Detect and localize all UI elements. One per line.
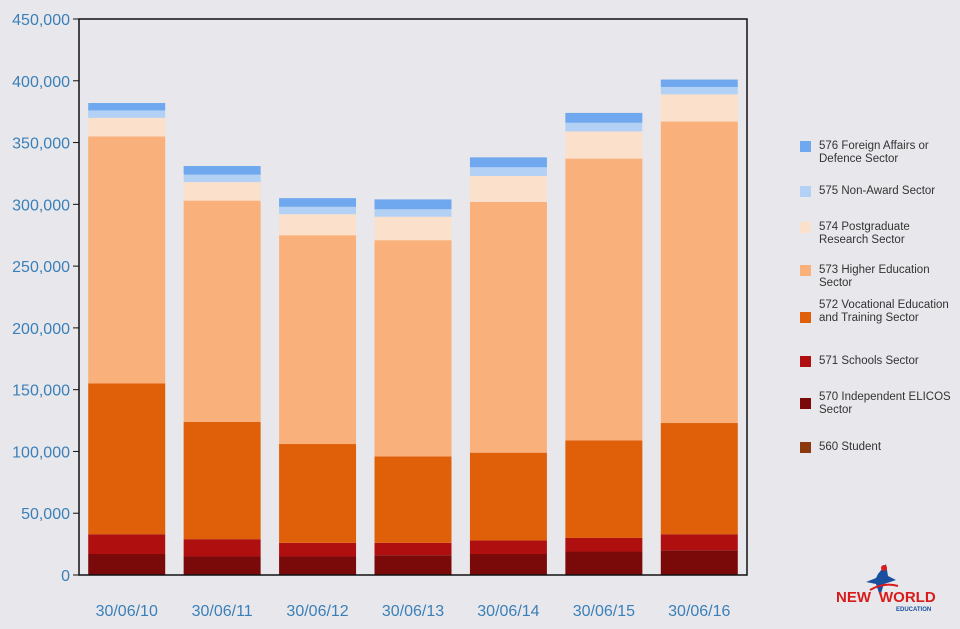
bar-segment-30-06-15-s2 [565,537,643,552]
legend-label-570: 570 Independent ELICOS Sector [819,391,951,416]
y-tick-label: 250,000 [12,259,70,276]
legend-swatch-572 [800,312,811,323]
bar-segment-30-06-11-s1 [183,556,261,575]
x-tick-label: 30/06/16 [668,603,730,620]
bar-segment-30-06-11-s5 [183,182,261,201]
bar-segment-30-06-11-s3 [183,421,261,540]
bar-segment-30-06-14-s3 [469,452,547,541]
bar-segment-30-06-16-s1 [660,550,738,575]
y-tick-label: 350,000 [12,136,70,153]
legend-label-573: 573 Higher Education Sector [819,264,930,289]
bar-segment-30-06-14-s4 [469,201,547,453]
bar-segment-30-06-12-s5 [279,214,357,236]
bar-segment-30-06-15-s6 [565,122,643,132]
bar-segment-30-06-13-s3 [374,456,452,543]
bar-segment-30-06-13-s1 [374,555,452,575]
bar-segment-30-06-12-s1 [279,556,357,575]
bar-segment-30-06-16-s5 [660,94,738,122]
y-axis: 0 50,000 100,000 150,000 200,000 250,000 300,0… [12,12,79,585]
y-tick-label: 300,000 [12,197,70,214]
legend-label-560: 560 Student [819,441,882,453]
bar-segment-30-06-14-s2 [469,540,547,554]
x-tick-label: 30/06/15 [573,603,635,620]
bar-segment-30-06-15-s5 [565,131,643,159]
x-tick-label: 30/06/14 [477,603,539,620]
logo-text-education: EDUCATION [896,607,931,613]
bar-segment-30-06-10-s1 [88,554,166,575]
bar-segment-30-06-12-s6 [279,206,357,215]
bar-segment-30-06-14-s7 [469,157,547,168]
bar-segment-30-06-10-s3 [88,383,166,535]
x-tick-label: 30/06/13 [382,603,444,620]
bar-segment-30-06-12-s2 [279,542,357,557]
y-tick-label: 200,000 [12,321,70,338]
y-tick-label: 150,000 [12,383,70,400]
bar-segment-30-06-11-s6 [183,174,261,183]
bar-segment-30-06-12-s3 [279,444,357,543]
bar-segment-30-06-10-s5 [88,117,166,137]
bar-segment-30-06-12-s7 [279,198,357,207]
logo-head-icon [881,565,887,571]
bar-segment-30-06-10-s7 [88,103,166,111]
legend-label-572: 572 Vocational Education and Training Se… [819,299,949,324]
bar-segment-30-06-13-s6 [374,209,452,217]
legend-swatch-575 [800,186,811,197]
bar-segment-30-06-15-s4 [565,158,643,441]
bar-segment-30-06-12-s4 [279,235,357,445]
legend-swatch-574 [800,222,811,233]
y-tick-label: 100,000 [12,444,70,461]
bar-segment-30-06-16-s2 [660,534,738,551]
x-tick-label: 30/06/10 [96,603,158,620]
bar-segment-30-06-10-s4 [88,136,166,384]
logo-figure-icon [866,564,896,596]
legend-swatch-570 [800,398,811,409]
logo-text-new: NEW [836,589,872,606]
legend-swatch-573 [800,265,811,276]
x-tick-label: 30/06/11 [192,603,253,620]
logo-text-world: WORLD [879,589,936,606]
bar-segment-30-06-16-s7 [660,79,738,87]
bar-segment-30-06-11-s2 [183,539,261,557]
legend-swatch-560 [800,442,811,453]
bar-segment-30-06-14-s1 [469,554,547,575]
x-axis: 30/06/10 30/06/11 30/06/12 30/06/13 30/06/14… [96,603,731,620]
y-tick-label: 50,000 [21,506,70,523]
bar-segment-30-06-13-s5 [374,216,452,241]
new-world-education-logo: NEW WORLD EDUCATION [836,564,936,613]
bar-segment-30-06-13-s4 [374,240,452,457]
bar-segment-30-06-11-s7 [183,166,261,175]
bars-group [88,79,738,575]
legend-swatch-571 [800,356,811,367]
bar-segment-30-06-10-s6 [88,110,166,118]
legend-label-571: 571 Schools Sector [819,355,919,367]
legend-label-574: 574 Postgraduate Research Sector [819,221,910,246]
bar-segment-30-06-15-s3 [565,440,643,538]
x-tick-label: 30/06/12 [286,603,348,620]
bar-segment-30-06-14-s5 [469,175,547,202]
legend-label-576: 576 Foreign Affairs or Defence Sector [819,140,929,165]
y-tick-label: 450,000 [12,12,70,29]
bar-segment-30-06-14-s6 [469,167,547,176]
bar-segment-30-06-16-s6 [660,86,738,95]
bar-segment-30-06-11-s4 [183,200,261,422]
plot-frame [78,18,748,576]
legend-swatch-576 [800,141,811,152]
bar-segment-30-06-13-s2 [374,542,452,556]
logo-swoosh-icon [869,583,899,591]
bar-segment-30-06-16-s4 [660,121,738,424]
bar-segment-30-06-16-s3 [660,423,738,535]
bar-segment-30-06-15-s7 [565,112,643,123]
legend-label-575: 575 Non-Award Sector [819,185,936,197]
y-tick-label: 400,000 [12,74,70,91]
bar-segment-30-06-13-s7 [374,199,452,210]
bar-segment-30-06-15-s1 [565,551,643,575]
bar-segment-30-06-10-s2 [88,534,166,554]
y-tick-label: 0 [61,568,70,585]
